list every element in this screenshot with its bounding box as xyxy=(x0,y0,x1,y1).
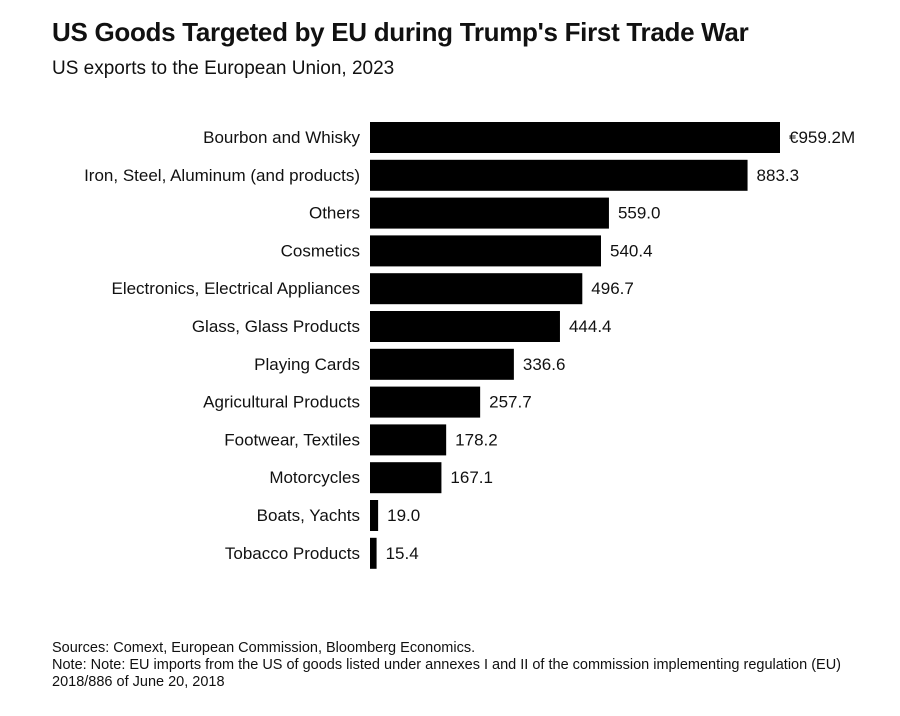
bar xyxy=(370,462,442,494)
bar xyxy=(370,197,609,229)
category-label: Playing Cards xyxy=(254,355,360,374)
bar xyxy=(370,273,583,305)
value-label: 19.0 xyxy=(387,506,420,525)
sources-text: Sources: Comext, European Commission, Bl… xyxy=(52,640,476,656)
note-text: Note: Note: EU imports from the US of go… xyxy=(52,657,842,690)
value-label: 167.1 xyxy=(450,468,493,487)
bar xyxy=(370,235,601,267)
category-label: Agricultural Products xyxy=(203,393,360,412)
category-label: Boats, Yachts xyxy=(257,506,360,525)
chart-subtitle: US exports to the European Union, 2023 xyxy=(52,58,395,79)
category-label: Cosmetics xyxy=(281,241,360,260)
chart-title: US Goods Targeted by EU during Trump's F… xyxy=(52,17,749,47)
value-label: 178.2 xyxy=(455,430,498,449)
value-label: 496.7 xyxy=(591,279,634,298)
bar xyxy=(370,122,780,153)
bar xyxy=(370,537,377,569)
value-label: 257.7 xyxy=(489,393,532,412)
value-label: 336.6 xyxy=(523,355,566,374)
category-label: Glass, Glass Products xyxy=(192,317,360,336)
value-label: €959.2M xyxy=(789,128,855,147)
value-label: 883.3 xyxy=(757,166,800,185)
category-label: Iron, Steel, Aluminum (and products) xyxy=(84,166,360,185)
category-label: Bourbon and Whisky xyxy=(203,128,360,147)
footer: Sources: Comext, European Commission, Bl… xyxy=(52,640,882,691)
bar xyxy=(370,348,514,380)
bar xyxy=(370,386,481,418)
bar xyxy=(370,311,560,342)
category-label: Tobacco Products xyxy=(225,544,360,563)
bar xyxy=(370,159,748,191)
category-label: Footwear, Textiles xyxy=(224,430,360,449)
bar-chart: Bourbon and Whisky €959.2M Iron, Steel, Al… xyxy=(84,122,855,569)
category-label: Others xyxy=(309,204,360,223)
value-label: 15.4 xyxy=(386,544,419,563)
value-label: 559.0 xyxy=(618,204,661,223)
bar xyxy=(370,424,447,456)
value-label: 540.4 xyxy=(610,241,653,260)
value-label: 444.4 xyxy=(569,317,612,336)
bar xyxy=(370,500,379,531)
category-label: Motorcycles xyxy=(269,468,360,487)
category-label: Electronics, Electrical Appliances xyxy=(111,279,360,298)
